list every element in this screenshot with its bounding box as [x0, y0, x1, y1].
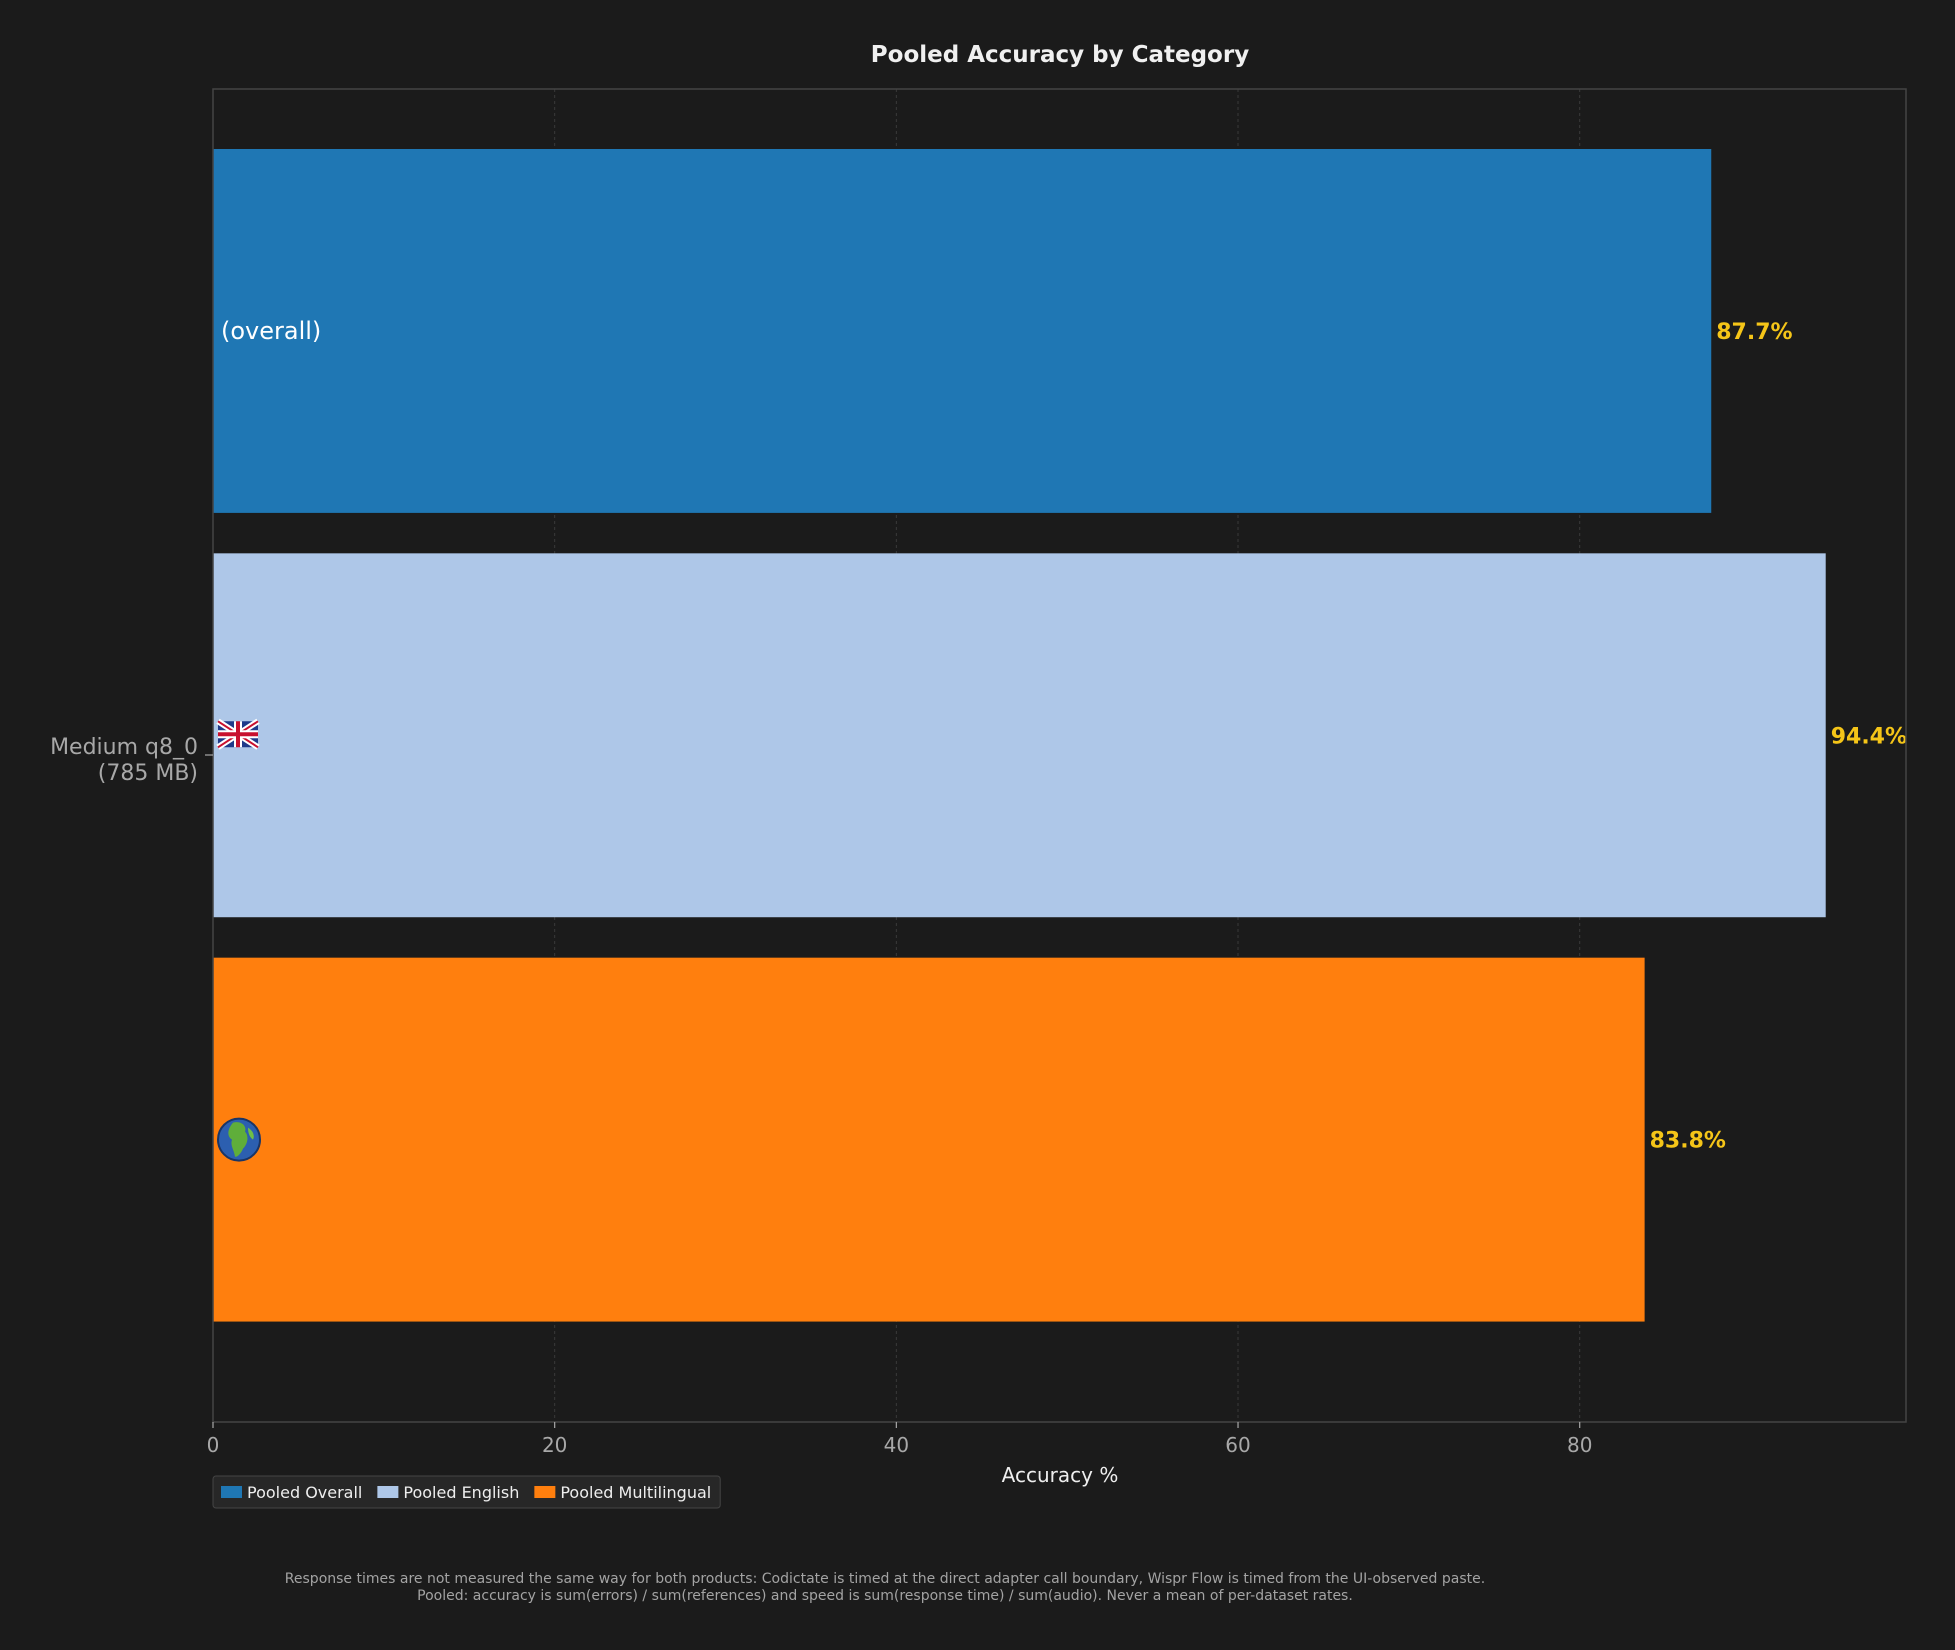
x-axis-ticks: 0 20 40 60 80	[207, 1422, 1592, 1457]
bar	[213, 553, 1826, 918]
x-tick-label: 80	[1567, 1433, 1592, 1457]
model-label-line2: (785 MB)	[98, 761, 198, 786]
bar-value-label: 87.7%	[1716, 320, 1792, 345]
flag-cross-red	[218, 721, 258, 748]
bar-value-label: 94.4%	[1831, 724, 1907, 749]
legend-box	[212, 1475, 721, 1509]
bar-inline-label: (overall)	[221, 317, 321, 345]
uk-flag-icon	[216, 718, 260, 750]
bar	[213, 149, 1712, 513]
legend-label: Pooled English	[403, 1483, 519, 1502]
model-label-line1: Medium q8_0	[50, 735, 198, 760]
x-tick-label: 60	[1225, 1433, 1250, 1457]
legend-item: Pooled Overall	[221, 1483, 362, 1502]
x-tick-label: 40	[884, 1433, 909, 1457]
footnote-line-1: Response times are not measured the same…	[284, 1571, 1486, 1587]
globe-icon	[217, 1117, 261, 1162]
bar-group-pooled-overall: 87.7% (overall)	[213, 149, 1793, 513]
bars: 87.7% (overall) 94.4% 83.8%	[213, 149, 1907, 1322]
y-axis-category-label: Medium q8_0 (785 MB)	[50, 735, 213, 786]
bar	[213, 957, 1645, 1322]
legend-label: Pooled Overall	[247, 1483, 362, 1502]
legend-swatch	[534, 1486, 556, 1498]
x-axis-label: Accuracy %	[1002, 1463, 1119, 1487]
legend-swatch	[377, 1486, 399, 1498]
chart-title: Pooled Accuracy by Category	[871, 42, 1249, 68]
globe-land-small	[248, 1127, 254, 1140]
footnote-line-2: Pooled: accuracy is sum(errors) / sum(re…	[417, 1588, 1353, 1604]
legend-label: Pooled Multilingual	[560, 1483, 711, 1502]
legend-swatch	[221, 1486, 242, 1498]
bar-group-pooled-english: 94.4%	[213, 553, 1907, 918]
legend: Pooled Overall Pooled English Pooled Multi…	[212, 1475, 721, 1509]
legend-item: Pooled Multilingual	[534, 1483, 711, 1502]
x-tick-label: 0	[207, 1433, 220, 1457]
bar-group-pooled-multilingual: 83.8%	[213, 957, 1726, 1322]
globe-land	[228, 1122, 248, 1157]
x-tick-label: 20	[542, 1433, 567, 1457]
legend-item: Pooled English	[377, 1483, 519, 1502]
bar-value-label: 83.8%	[1650, 1129, 1726, 1154]
